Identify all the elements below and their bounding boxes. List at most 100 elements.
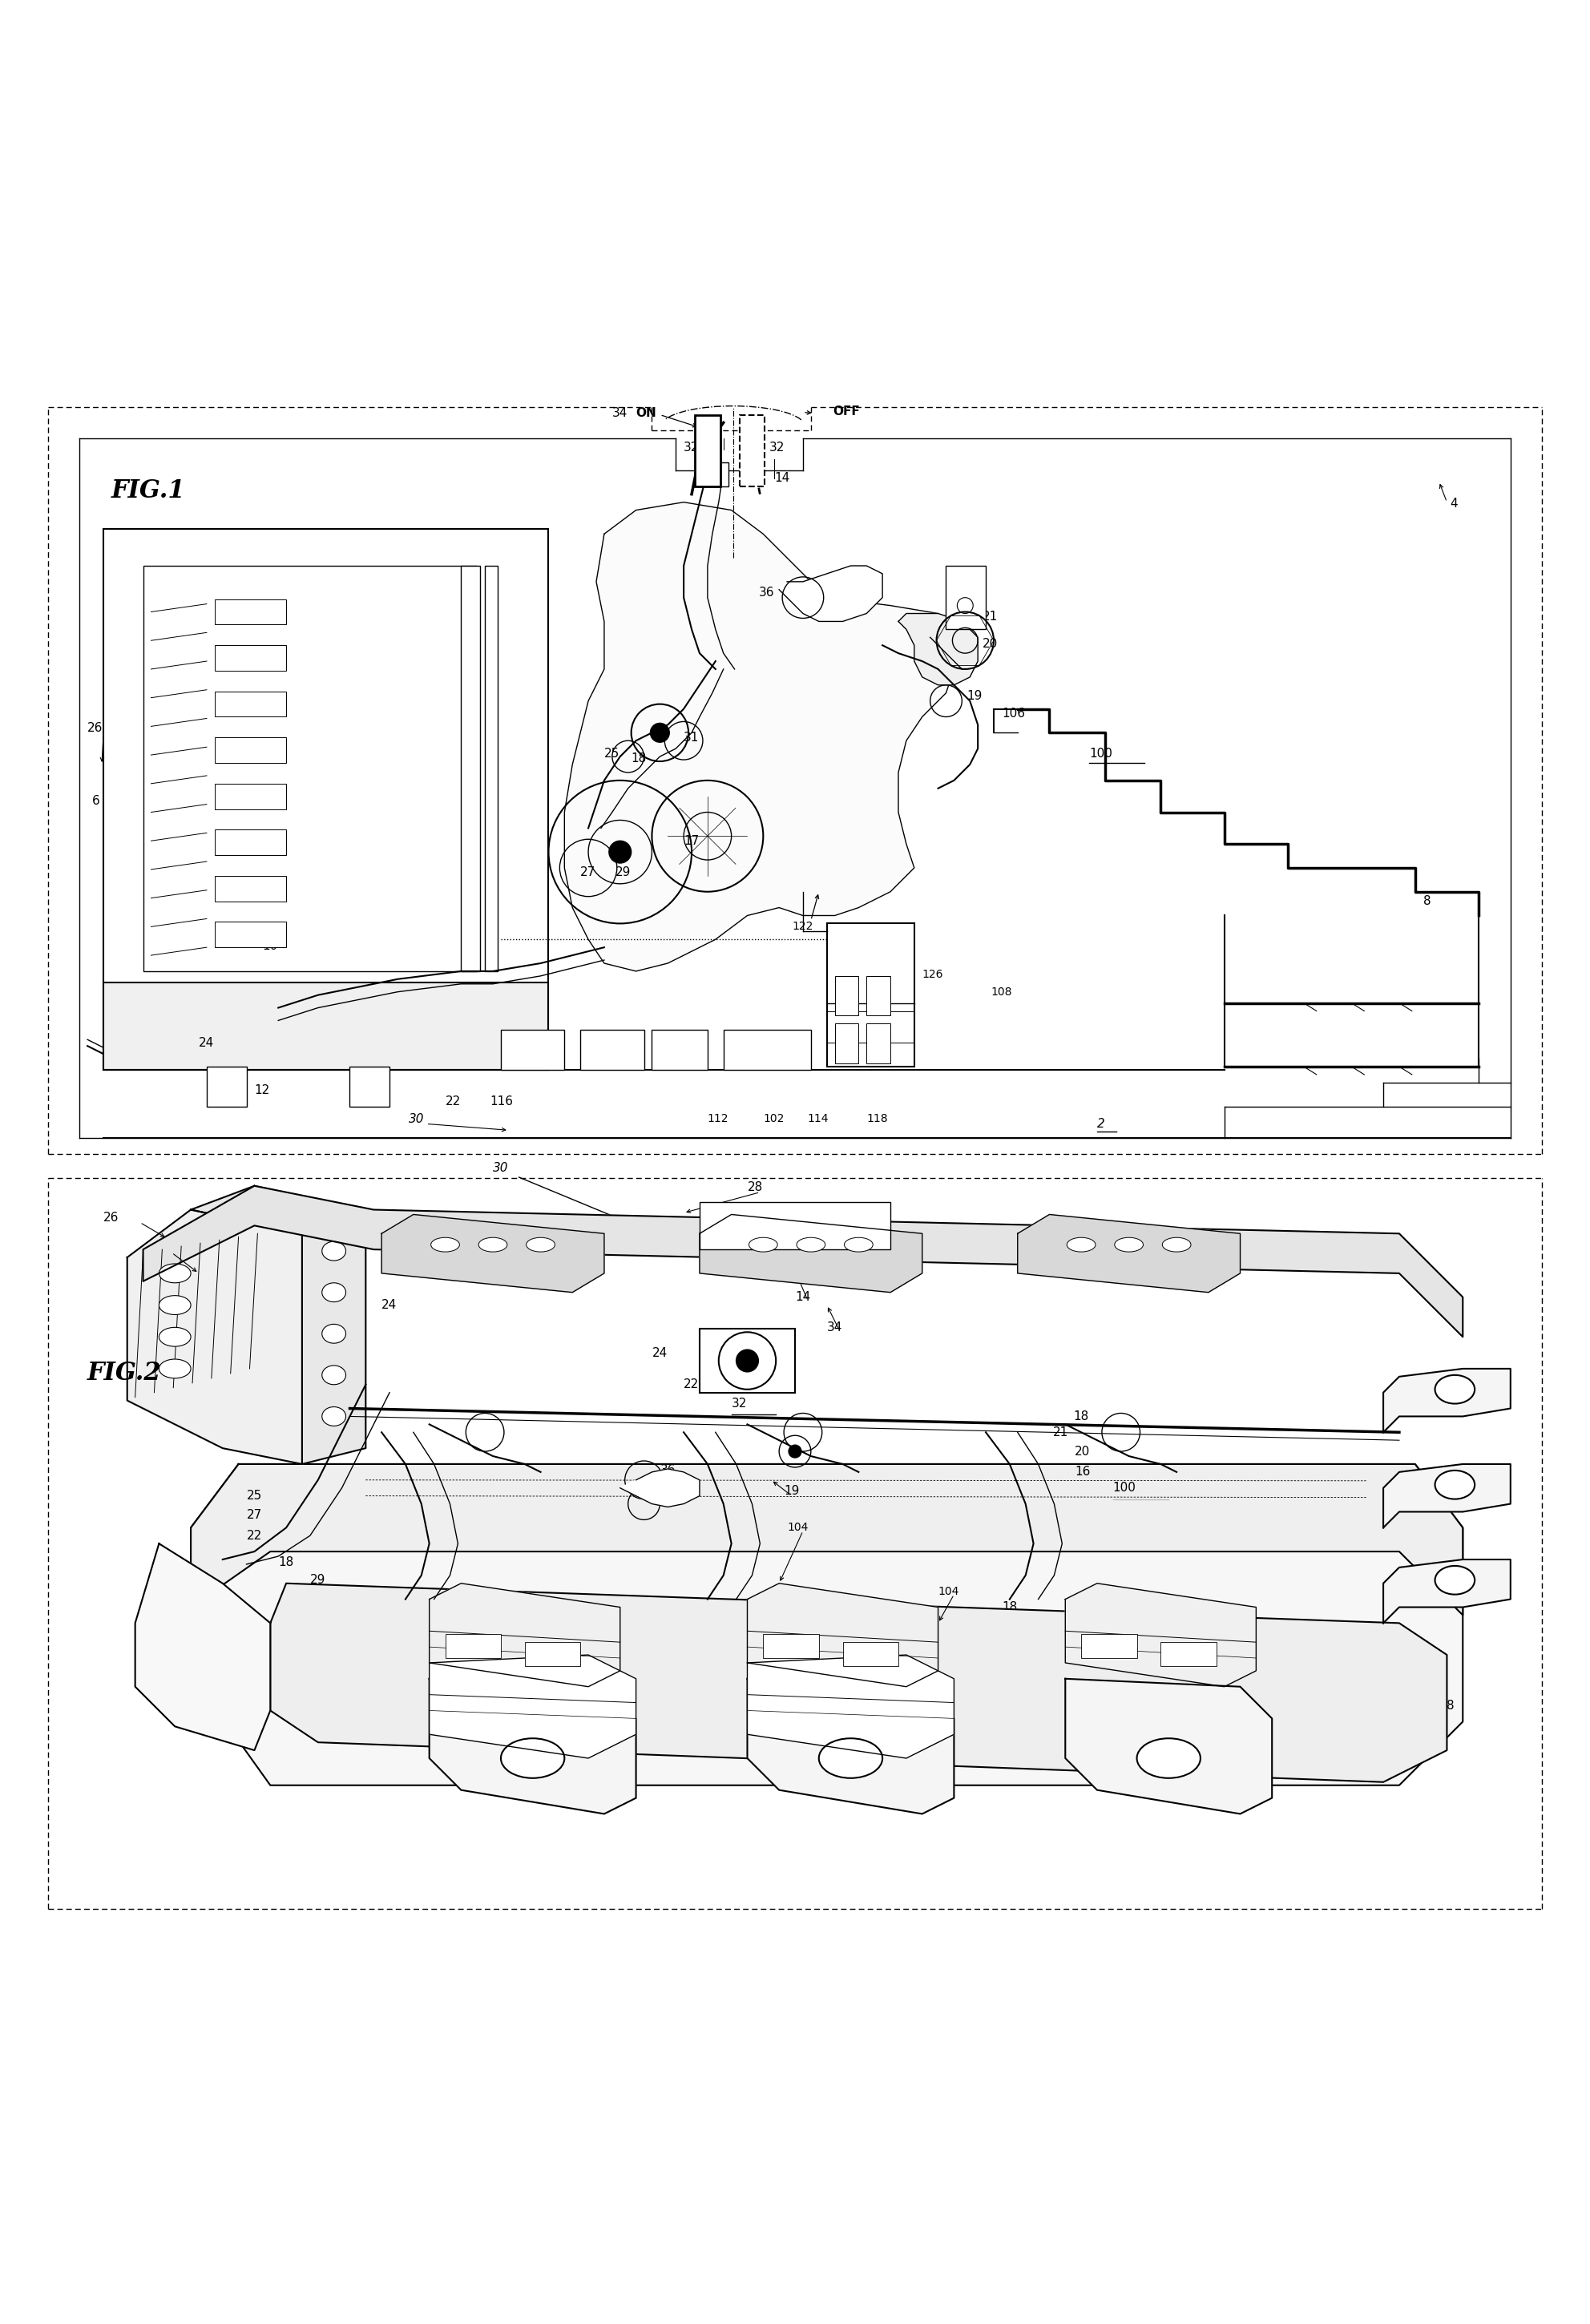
Bar bbox=[700, 1329, 795, 1392]
Polygon shape bbox=[135, 1543, 270, 1750]
Text: 24: 24 bbox=[199, 1037, 215, 1048]
Polygon shape bbox=[270, 1583, 1447, 1783]
Text: 24: 24 bbox=[382, 1299, 398, 1311]
Polygon shape bbox=[1065, 1583, 1256, 1687]
Bar bbox=[461, 565, 480, 971]
Text: 30: 30 bbox=[493, 1162, 509, 1174]
Polygon shape bbox=[127, 1211, 302, 1464]
Text: 104: 104 bbox=[787, 1522, 808, 1534]
Text: 14: 14 bbox=[795, 1292, 811, 1304]
Text: ON: ON bbox=[636, 407, 657, 418]
Ellipse shape bbox=[1436, 1471, 1476, 1499]
Text: 100: 100 bbox=[1113, 1483, 1137, 1494]
Text: 24: 24 bbox=[652, 1348, 668, 1360]
Text: 18: 18 bbox=[278, 1557, 294, 1569]
Ellipse shape bbox=[321, 1367, 345, 1385]
Text: 36: 36 bbox=[660, 1464, 676, 1476]
Text: 27: 27 bbox=[246, 1508, 262, 1520]
Text: 16: 16 bbox=[299, 1613, 315, 1624]
Text: 10: 10 bbox=[318, 1401, 334, 1415]
Text: 4: 4 bbox=[1450, 497, 1458, 509]
Ellipse shape bbox=[321, 1325, 345, 1343]
Bar bbox=[1161, 1643, 1216, 1666]
Text: 24: 24 bbox=[223, 751, 238, 762]
Text: 28: 28 bbox=[747, 1181, 763, 1195]
Ellipse shape bbox=[1162, 1236, 1191, 1253]
Text: 110: 110 bbox=[827, 1720, 847, 1731]
Polygon shape bbox=[1018, 1215, 1240, 1292]
Bar bbox=[215, 690, 286, 716]
Bar bbox=[695, 414, 720, 486]
Polygon shape bbox=[143, 1185, 1463, 1336]
Polygon shape bbox=[1383, 1369, 1510, 1432]
Text: 18: 18 bbox=[1002, 1601, 1018, 1613]
Bar bbox=[835, 976, 859, 1016]
Text: 14: 14 bbox=[774, 472, 790, 483]
Bar bbox=[739, 414, 765, 486]
Bar bbox=[580, 1030, 644, 1069]
Text: 120: 120 bbox=[887, 937, 908, 948]
Ellipse shape bbox=[159, 1264, 191, 1283]
Text: 17: 17 bbox=[684, 834, 700, 846]
Text: 22: 22 bbox=[684, 1378, 700, 1390]
Polygon shape bbox=[191, 1464, 1463, 1615]
Bar bbox=[652, 1030, 708, 1069]
Ellipse shape bbox=[321, 1406, 345, 1427]
Bar bbox=[103, 530, 549, 1069]
Text: 25: 25 bbox=[604, 748, 620, 760]
Polygon shape bbox=[429, 1583, 620, 1687]
Polygon shape bbox=[747, 1655, 954, 1759]
Polygon shape bbox=[747, 1583, 938, 1687]
Text: 8: 8 bbox=[1423, 895, 1431, 906]
Text: 2: 2 bbox=[1081, 1734, 1089, 1748]
Text: 100: 100 bbox=[803, 1745, 824, 1757]
Text: 32: 32 bbox=[770, 442, 785, 453]
Text: 100: 100 bbox=[1089, 748, 1113, 760]
Text: 22: 22 bbox=[445, 1095, 461, 1109]
Bar bbox=[835, 1023, 859, 1064]
Text: 2: 2 bbox=[1097, 1118, 1105, 1129]
Polygon shape bbox=[1383, 1559, 1510, 1622]
Text: 8: 8 bbox=[867, 1785, 874, 1796]
Text: 20: 20 bbox=[983, 637, 999, 651]
Text: 29: 29 bbox=[310, 1573, 326, 1587]
Bar bbox=[827, 923, 914, 1067]
Polygon shape bbox=[620, 1469, 700, 1506]
Text: 27: 27 bbox=[580, 867, 596, 878]
Text: 16: 16 bbox=[902, 618, 917, 630]
Bar bbox=[485, 565, 498, 971]
Ellipse shape bbox=[321, 1283, 345, 1301]
Bar bbox=[215, 876, 286, 902]
Bar bbox=[215, 923, 286, 948]
Text: 34: 34 bbox=[827, 1322, 843, 1334]
Bar bbox=[215, 646, 286, 672]
Polygon shape bbox=[747, 1678, 954, 1813]
Bar bbox=[143, 565, 477, 971]
Polygon shape bbox=[429, 1678, 636, 1813]
Ellipse shape bbox=[797, 1236, 825, 1253]
Ellipse shape bbox=[431, 1236, 460, 1253]
Polygon shape bbox=[191, 1464, 1463, 1785]
Bar bbox=[843, 1643, 898, 1666]
Text: 110: 110 bbox=[1057, 1618, 1078, 1629]
Text: 12: 12 bbox=[326, 1434, 342, 1446]
Circle shape bbox=[650, 723, 669, 741]
Polygon shape bbox=[191, 1185, 366, 1464]
Polygon shape bbox=[1383, 1464, 1510, 1527]
Text: 21: 21 bbox=[1053, 1427, 1068, 1439]
Text: 104: 104 bbox=[938, 1585, 959, 1597]
Text: 126: 126 bbox=[922, 969, 943, 981]
Text: 114: 114 bbox=[906, 1715, 927, 1727]
Text: 19: 19 bbox=[784, 1485, 800, 1497]
Ellipse shape bbox=[321, 1241, 345, 1260]
Text: 116: 116 bbox=[490, 1095, 514, 1109]
Polygon shape bbox=[898, 614, 978, 686]
Text: 8: 8 bbox=[1177, 1608, 1185, 1622]
Bar bbox=[700, 462, 728, 486]
Ellipse shape bbox=[1115, 1236, 1143, 1253]
Text: 6: 6 bbox=[92, 795, 100, 806]
Ellipse shape bbox=[526, 1236, 555, 1253]
Polygon shape bbox=[429, 1655, 636, 1759]
Text: 104: 104 bbox=[852, 969, 873, 981]
Text: 102: 102 bbox=[286, 1680, 307, 1690]
